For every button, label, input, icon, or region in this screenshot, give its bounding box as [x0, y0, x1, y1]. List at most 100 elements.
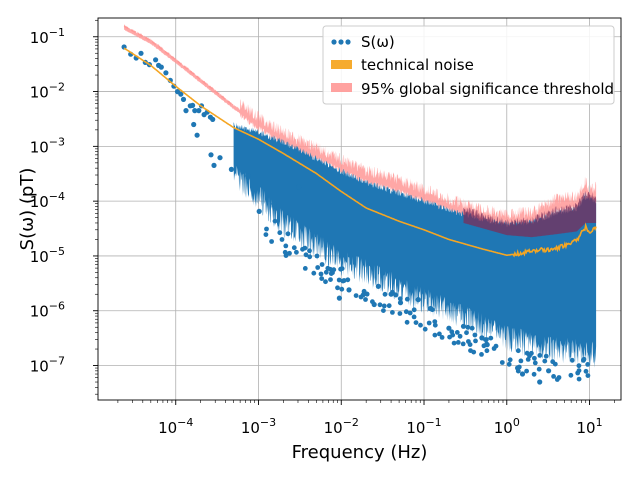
x-tick-label: 10−3: [241, 416, 276, 437]
signal-fringe-point: [464, 330, 469, 336]
signal-outlier-point: [537, 379, 543, 385]
signal-fringe-point: [323, 279, 328, 285]
signal-fringe-point: [457, 333, 463, 339]
signal-fringe-point: [283, 243, 289, 249]
y-tick-label: 10−4: [30, 190, 65, 211]
legend: S(ω) technical noise 95% global signific…: [322, 25, 615, 105]
legend-swatch-threshold: [331, 83, 352, 92]
signal-fringe-point: [404, 296, 410, 302]
signal-fringe-point: [353, 293, 359, 298]
signal-fringe-point: [543, 353, 549, 359]
legend-item-signal: S(ω): [331, 33, 395, 51]
signal-fringe-point: [407, 310, 413, 316]
signal-fringe-point: [455, 340, 461, 345]
signal-point: [153, 57, 159, 63]
legend-marker-signal: [331, 39, 337, 45]
signal-fringe-point: [488, 335, 494, 341]
signal-fringe-point: [327, 266, 333, 272]
signal-fringe-point: [331, 267, 337, 273]
signal-fringe-point: [282, 249, 288, 255]
signal-outlier-point: [194, 132, 200, 138]
signal-fringe-point: [411, 307, 417, 313]
signal-fringe-point: [569, 357, 575, 363]
signal-fringe-point: [302, 266, 308, 271]
x-tick-label: 100: [494, 416, 520, 437]
signal-outlier-point: [245, 173, 251, 179]
signal-fringe-point: [473, 338, 478, 344]
signal-fringe-point: [484, 337, 489, 342]
signal-fringe-point: [481, 343, 487, 349]
signal-outlier-point: [183, 108, 189, 114]
y-tick-label: 10−6: [30, 300, 65, 321]
y-tick-label: 10−2: [30, 81, 65, 102]
signal-fringe-point: [469, 325, 475, 331]
signal-fringe-point: [454, 330, 460, 335]
signal-outlier-point: [460, 323, 467, 329]
signal-fringe-point: [471, 349, 477, 355]
signal-fringe-point: [413, 320, 419, 325]
y-tick-label: 10−7: [30, 355, 65, 376]
signal-fringe-point: [411, 314, 417, 320]
signal-fringe-point: [263, 232, 269, 238]
signal-fringe-point: [576, 376, 582, 382]
signal-fringe-point: [397, 296, 403, 302]
signal-point: [138, 50, 144, 56]
signal-fringe-point: [432, 322, 438, 328]
signal-fringe-point: [554, 377, 560, 382]
signal-fringe-point: [525, 357, 531, 362]
signal-fringe-point: [552, 361, 558, 367]
signal-fringe-point: [294, 249, 299, 255]
signal-outlier-point: [408, 286, 414, 292]
signal-fringe-point: [576, 363, 582, 369]
signal-outlier-point: [256, 208, 262, 214]
signal-point: [180, 96, 187, 102]
technical-noise-line: [123, 47, 597, 258]
signal-fringe-point: [328, 271, 334, 276]
signal-fringe-point: [336, 277, 342, 283]
signal-fringe-point: [551, 374, 556, 379]
signal-fringe-point: [466, 339, 471, 344]
signal-point: [178, 91, 184, 97]
signal-outlier-point: [217, 155, 223, 161]
signal-fringe-point: [576, 368, 582, 373]
signal-fringe-point: [403, 309, 409, 315]
legend-label-signal: S(ω): [361, 33, 395, 51]
legend-item-threshold: 95% global significance threshold: [331, 80, 614, 98]
x-tick-label: 10−4: [158, 416, 193, 437]
signal-fringe-point: [279, 237, 285, 242]
signal-fringe-point: [264, 226, 269, 232]
signal-fringe-point: [315, 265, 321, 270]
signal-fringe-point: [381, 308, 386, 313]
signal-outlier-point: [446, 325, 452, 331]
signal-fringe-point: [585, 373, 591, 378]
signal-fringe-point: [386, 303, 392, 309]
signal-fringe-point: [307, 254, 313, 260]
signal-fringe-point: [437, 331, 442, 337]
signal-fringe-point: [531, 371, 537, 377]
signal-fringe-point: [307, 248, 312, 254]
signal-fringe-point: [363, 297, 368, 302]
signal-fringe-point: [499, 360, 505, 365]
signal-fringe-point: [319, 262, 325, 267]
signal-outlier-point: [191, 121, 197, 128]
signal-point: [190, 102, 196, 108]
signal-fringe-point: [506, 361, 512, 367]
signal-point: [163, 70, 169, 76]
signal-fringe-point: [318, 271, 324, 277]
signal-fringe-point: [585, 362, 591, 367]
signal-fringe-point: [300, 246, 305, 252]
signal-fringe-point: [393, 292, 399, 298]
signal-fringe-point: [432, 332, 438, 338]
signal-fringe-point: [381, 303, 387, 309]
signal-fringe-point: [542, 358, 548, 364]
x-axis-label: Frequency (Hz): [292, 442, 428, 463]
signal-fringe-point: [272, 218, 278, 224]
signal-fringe-point: [345, 277, 351, 283]
signal-fringe-point: [484, 348, 490, 354]
signal-outlier-point: [271, 201, 277, 207]
signal-fringe-point: [529, 350, 534, 356]
signal-fringe-point: [328, 277, 333, 282]
signal-fringe-point: [370, 299, 375, 305]
legend-marker-signal: [345, 39, 351, 45]
